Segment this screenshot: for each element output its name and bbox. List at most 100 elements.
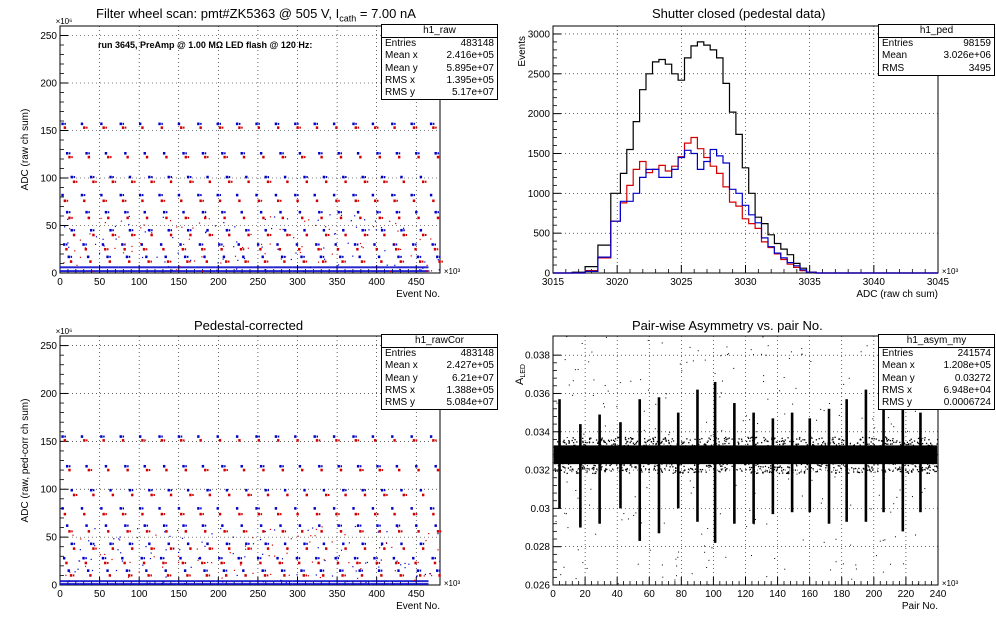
data-marker bbox=[248, 542, 250, 545]
data-marker bbox=[225, 542, 229, 546]
data-marker bbox=[264, 530, 266, 533]
data-marker bbox=[128, 215, 130, 218]
data-marker bbox=[223, 468, 226, 472]
data-marker bbox=[595, 472, 597, 474]
data-marker bbox=[761, 455, 763, 457]
data-marker bbox=[183, 439, 185, 442]
data-marker bbox=[80, 435, 84, 438]
data-marker bbox=[795, 387, 797, 389]
data-marker bbox=[878, 494, 880, 496]
data-marker bbox=[824, 461, 826, 463]
data-marker bbox=[305, 493, 309, 497]
data-marker bbox=[125, 569, 129, 572]
data-marker bbox=[112, 176, 114, 179]
data-marker bbox=[63, 439, 67, 442]
data-marker bbox=[874, 447, 876, 449]
data-marker bbox=[242, 569, 245, 572]
data-marker bbox=[747, 454, 749, 457]
data-marker bbox=[189, 233, 192, 237]
data-marker bbox=[781, 437, 783, 440]
data-marker bbox=[167, 228, 170, 232]
data-marker bbox=[391, 122, 394, 126]
data-marker bbox=[412, 439, 416, 442]
data-marker bbox=[409, 270, 429, 273]
data-marker bbox=[933, 447, 935, 449]
data-marker bbox=[140, 243, 143, 246]
data-marker bbox=[253, 583, 274, 586]
data-marker bbox=[379, 524, 381, 527]
data-marker bbox=[820, 445, 822, 447]
data-marker bbox=[654, 469, 657, 471]
y-tick-label: 0.038 bbox=[525, 351, 550, 362]
data-marker bbox=[850, 544, 852, 546]
data-marker bbox=[82, 556, 85, 560]
data-marker bbox=[138, 507, 142, 510]
data-marker bbox=[792, 441, 795, 443]
stats-box-h1-rawcor: h1_rawCor Entries 483148 Mean x 2.427e+05 … bbox=[381, 334, 498, 411]
data-marker bbox=[344, 574, 346, 577]
data-marker bbox=[581, 467, 584, 469]
data-marker bbox=[818, 453, 821, 455]
data-marker bbox=[736, 460, 739, 462]
data-marker bbox=[280, 255, 284, 259]
data-marker bbox=[667, 439, 670, 442]
data-marker bbox=[325, 176, 328, 179]
data-marker bbox=[684, 453, 686, 455]
data-marker bbox=[242, 530, 246, 533]
data-marker bbox=[819, 465, 821, 467]
data-marker bbox=[65, 524, 69, 527]
data-marker bbox=[650, 441, 653, 443]
data-marker bbox=[305, 260, 308, 263]
data-marker bbox=[691, 468, 693, 470]
data-marker bbox=[315, 224, 317, 227]
data-marker bbox=[145, 569, 148, 572]
data-marker bbox=[426, 270, 428, 272]
data-marker bbox=[131, 229, 134, 232]
data-marker bbox=[298, 247, 301, 251]
data-marker bbox=[179, 556, 182, 560]
data-marker bbox=[628, 453, 631, 455]
data-marker bbox=[162, 152, 166, 155]
data-marker bbox=[283, 260, 286, 263]
data-marker bbox=[141, 194, 144, 197]
data-marker bbox=[232, 536, 235, 538]
data-marker bbox=[118, 266, 138, 269]
data-marker bbox=[603, 451, 605, 453]
data-marker bbox=[903, 563, 905, 565]
data-marker bbox=[665, 397, 667, 399]
data-marker bbox=[153, 547, 155, 550]
data-marker bbox=[703, 443, 706, 445]
y-tick-label: 50 bbox=[46, 533, 58, 544]
data-marker bbox=[177, 529, 179, 532]
data-marker bbox=[593, 450, 595, 452]
data-marker bbox=[884, 459, 887, 462]
data-marker bbox=[357, 439, 360, 442]
data-marker bbox=[894, 456, 896, 459]
data-marker bbox=[655, 458, 657, 460]
data-marker bbox=[661, 471, 664, 473]
data-marker bbox=[180, 199, 183, 203]
data-marker bbox=[375, 229, 377, 231]
data-marker bbox=[199, 439, 202, 442]
data-marker bbox=[400, 530, 403, 533]
data-marker bbox=[927, 466, 930, 469]
data-marker bbox=[312, 266, 332, 269]
y-exponent-label: ×10⁶ bbox=[56, 17, 73, 26]
y-exponent-label: ×10⁶ bbox=[56, 327, 73, 336]
data-marker bbox=[292, 580, 313, 583]
data-marker bbox=[279, 228, 281, 231]
data-marker bbox=[397, 569, 400, 572]
data-marker bbox=[917, 449, 919, 451]
data-marker bbox=[434, 464, 437, 468]
data-marker bbox=[69, 228, 71, 230]
data-marker bbox=[189, 574, 191, 577]
data-marker bbox=[397, 216, 401, 220]
data-marker bbox=[273, 216, 276, 218]
x-exponent-label: ×10³ bbox=[444, 579, 461, 588]
data-marker bbox=[197, 435, 200, 438]
data-marker bbox=[838, 438, 840, 440]
data-marker bbox=[362, 469, 364, 472]
data-marker bbox=[739, 457, 742, 460]
data-marker bbox=[250, 547, 252, 550]
data-marker bbox=[380, 260, 383, 263]
